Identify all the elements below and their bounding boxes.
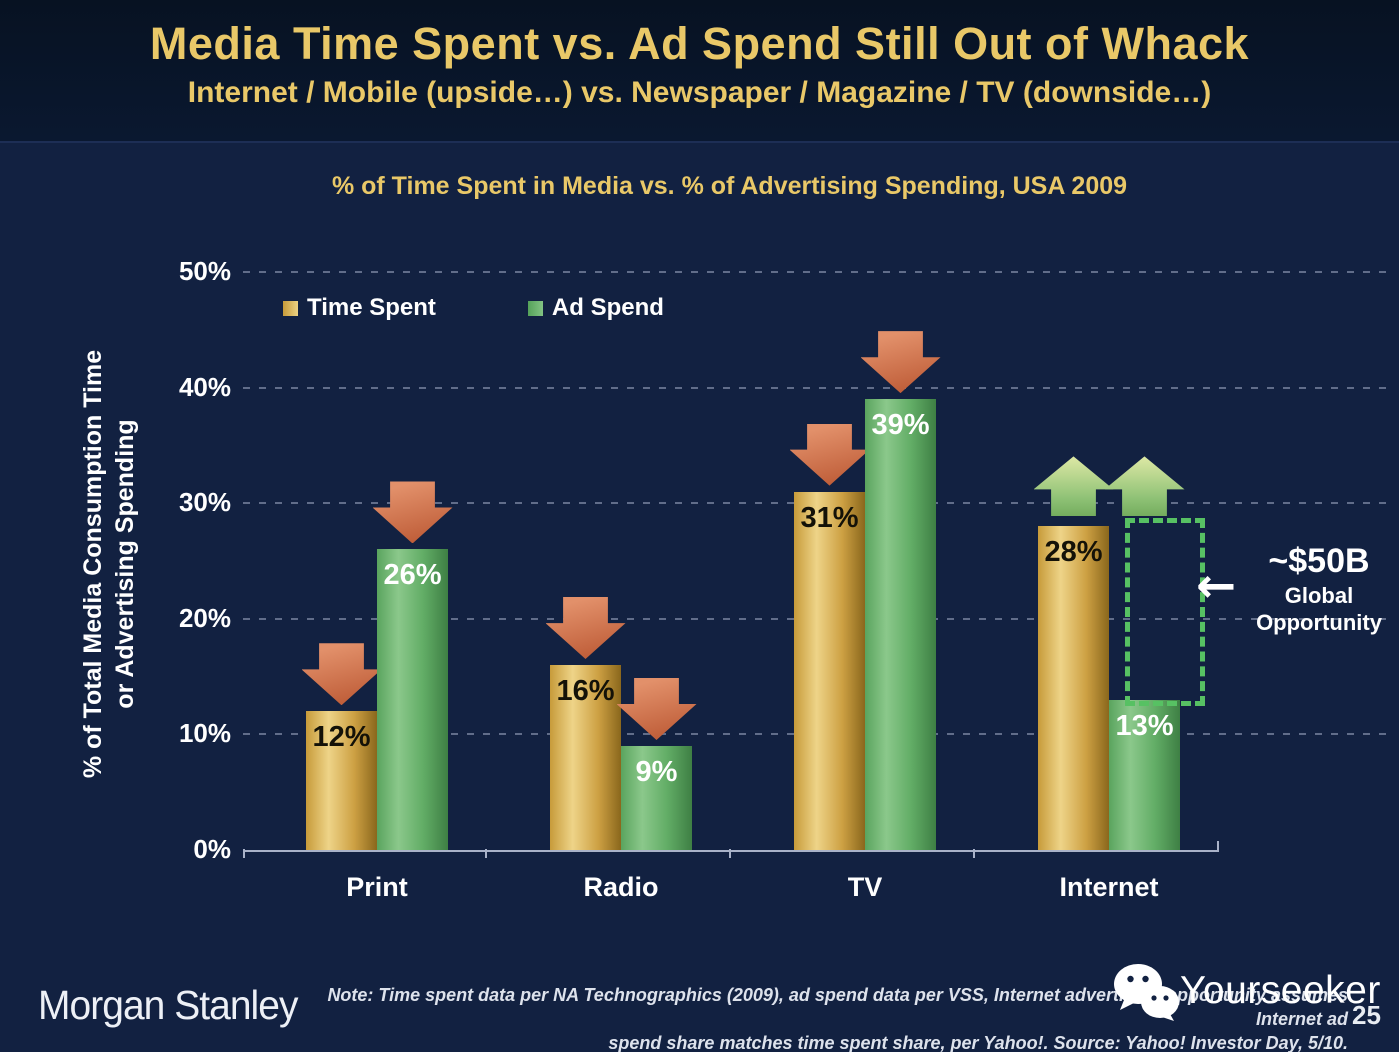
watermark: Yourseeker [1108, 960, 1381, 1022]
page-subtitle: Internet / Mobile (upside…) vs. Newspape… [187, 76, 1212, 109]
opportunity-gap-box [1125, 518, 1205, 706]
bar-radio-ad-spend: 9% [621, 745, 692, 850]
axis-tick [973, 849, 975, 858]
bar-value-label: 31% [800, 501, 859, 534]
y-tick-label-20%: 20% [178, 602, 231, 633]
source-note-line2: spend share matches time spent share, pe… [608, 1033, 1348, 1052]
chart-title: % of Time Spent in Media vs. % of Advert… [331, 172, 1128, 200]
annotation-left-arrow-icon: ← [1196, 558, 1237, 614]
watermark-text: Yourseeker [1180, 969, 1381, 1012]
bar-tv-time-spent: 31% [794, 491, 865, 850]
trend-arrow-down-tv-ad-spend [860, 331, 941, 394]
bar-value-label: 12% [312, 721, 371, 754]
axis-tick [1217, 841, 1219, 850]
source-note: Note: Time spent data per NA Technograph… [300, 983, 1348, 1052]
bar-print-time-spent: 12% [306, 711, 377, 850]
trend-arrow-up-internet-time-spent [1033, 456, 1114, 517]
trend-arrow-down-print-time-spent [301, 643, 382, 706]
bar-value-label: 9% [635, 755, 678, 788]
trend-arrow-down-radio-time-spent [545, 597, 626, 660]
annotation-label-line1: Global [1284, 583, 1354, 608]
bar-internet-ad-spend: 13% [1109, 699, 1180, 850]
slide-header: Media Time Spent vs. Ad Spend Still Out … [0, 0, 1399, 143]
category-label-radio: Radio [583, 872, 659, 902]
y-tick-label-10%: 10% [178, 718, 231, 749]
y-tick-label-30%: 30% [178, 487, 231, 518]
bar-value-label: 39% [871, 409, 930, 442]
chart-legend: Time Spent Ad Spend [283, 294, 664, 322]
bar-internet-time-spent: 28% [1038, 526, 1109, 850]
trend-arrow-down-tv-time-spent [789, 423, 870, 486]
ad-spend-swatch-icon [527, 300, 543, 316]
opportunity-annotation: ~$50B Global Opportunity [1243, 540, 1395, 636]
y-tick-label-40%: 40% [178, 371, 231, 402]
wechat-icon [1114, 964, 1179, 1021]
trend-arrow-down-radio-ad-spend [616, 677, 697, 740]
bar-value-label: 28% [1044, 536, 1103, 569]
source-note-line1: Note: Time spent data per NA Technograph… [327, 985, 1348, 1029]
category-label-internet: Internet [1059, 872, 1159, 902]
y-axis-title: % of Total Media Consumption Time or Adv… [77, 275, 147, 853]
page-number: 25 [1352, 1000, 1381, 1030]
x-axis-line [243, 850, 1219, 852]
legend-item-ad-spend: Ad Spend [527, 294, 664, 322]
y-axis-title-line1: % of Total Media Consumption Time [79, 349, 107, 779]
morgan-stanley-logo: Morgan Stanley [38, 982, 298, 1028]
y-axis-title-line2: or Advertising Spending [111, 419, 139, 709]
axis-tick [243, 849, 245, 858]
page-title: Media Time Spent vs. Ad Spend Still Out … [149, 18, 1250, 69]
legend-label: Ad Spend [551, 294, 664, 321]
legend-label: Time Spent [307, 294, 436, 321]
y-tick-label-50%: 50% [178, 256, 231, 286]
bar-print-ad-spend: 26% [377, 549, 448, 850]
annotation-label-line2: Opportunity [1256, 610, 1382, 635]
time-spent-swatch-icon [283, 300, 298, 316]
bar-radio-time-spent: 16% [550, 665, 621, 850]
gridline-40% [243, 386, 1390, 389]
y-tick-label-0%: 0% [193, 834, 231, 864]
annotation-value: ~$50B [1268, 542, 1370, 580]
bar-value-label: 13% [1115, 709, 1174, 742]
plot-area: 0% 10% 20% 30% 40% 50% 12% 26% Print 16% 9% Radio 31… [179, 256, 1390, 902]
category-label-tv: TV [847, 872, 883, 902]
bar-tv-ad-spend: 39% [865, 399, 936, 850]
axis-tick [729, 849, 731, 858]
trend-arrow-up-internet-ad-spend [1104, 456, 1185, 517]
legend-item-time-spent: Time Spent [283, 294, 436, 322]
axis-tick [485, 849, 487, 858]
bar-value-label: 26% [383, 559, 442, 592]
bar-value-label: 16% [556, 675, 615, 708]
trend-arrow-down-print-ad-spend [372, 481, 453, 544]
gridline-50% [243, 271, 1390, 273]
category-label-print: Print [346, 872, 408, 902]
